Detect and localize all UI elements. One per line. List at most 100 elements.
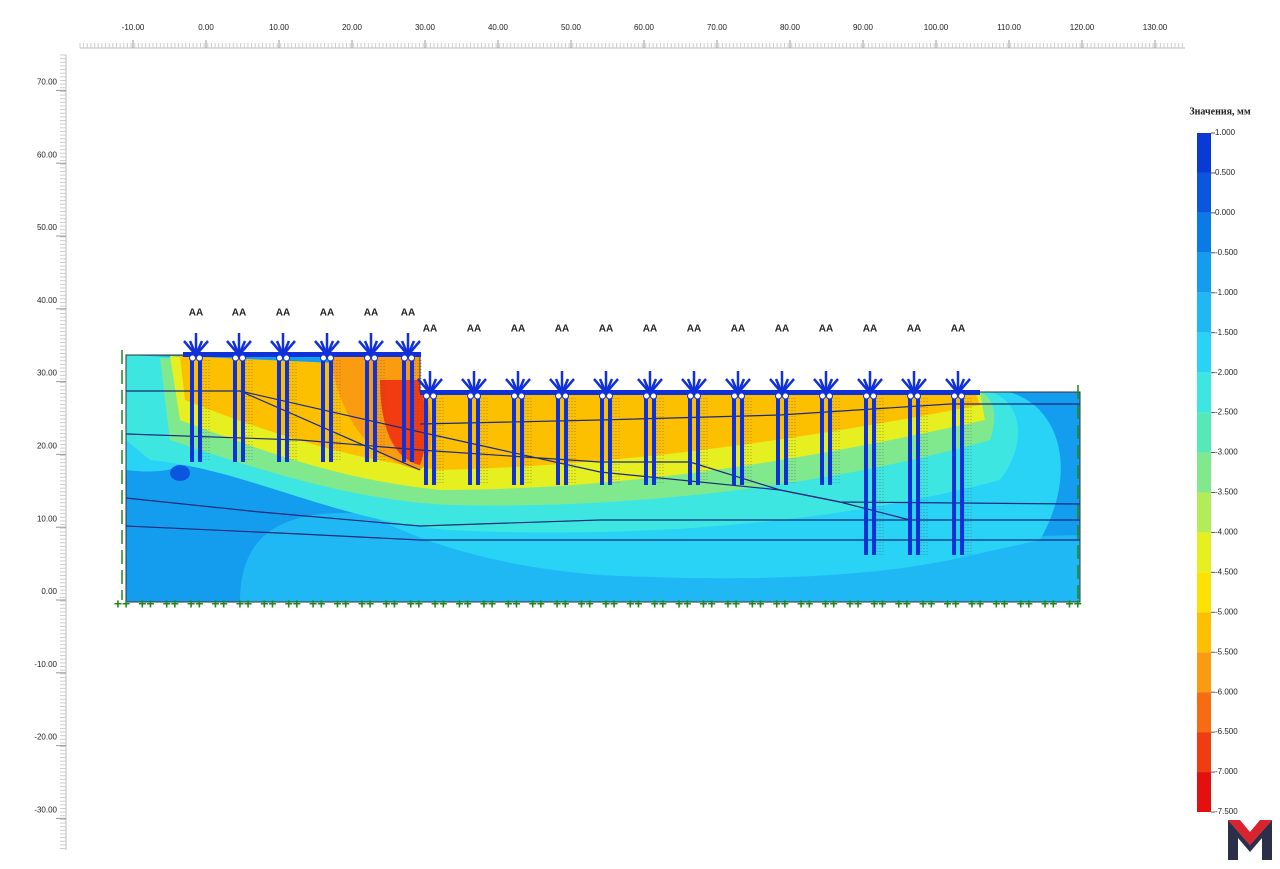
legend-label: 1.000 [1215,128,1236,137]
hinge [239,354,246,362]
x-tick-label: 100.00 [924,23,949,32]
legend-band [1197,172,1211,213]
support-mark: ++ [187,596,203,612]
x-tick-label: 120.00 [1070,23,1095,32]
support-mark: ++ [1065,596,1081,612]
logo [1228,820,1272,860]
support-mark: ++ [529,596,545,612]
hinge [371,354,378,362]
support-mark: ++ [163,596,179,612]
anchor-label: AA [643,324,657,335]
support-mark: ++ [797,596,813,612]
hinge [819,392,826,400]
anchor-rod [598,378,608,394]
hinge [401,354,408,362]
anchor-label: AA [687,324,701,335]
support-mark: ++ [870,596,886,612]
legend-band [1197,652,1211,693]
legend-label: -3.000 [1215,448,1238,457]
anchor-label: AA [819,324,833,335]
support-mark: ++ [333,596,349,612]
anchor-rod [275,340,285,356]
support-mark: ++ [821,596,837,612]
anchor-rod [686,378,696,394]
hinge [555,392,562,400]
legend-label: -1.000 [1215,288,1238,297]
support-mark: ++ [626,596,642,612]
x-tick-label: 20.00 [342,23,363,32]
anchor-rod [693,378,707,394]
hinge [423,392,430,400]
legend-label: -2.500 [1215,408,1238,417]
legend-band [1197,133,1211,173]
hinge [870,392,877,400]
support-mark: ++ [943,596,959,612]
support-mark: ++ [1017,596,1033,612]
y-tick-label: 50.00 [37,223,58,232]
support-mark: ++ [358,596,374,612]
y-tick-label: -20.00 [34,733,57,742]
anchor-label: AA [599,324,613,335]
hinge [511,392,518,400]
support-mark: ++ [602,596,618,612]
anchor-rod [517,378,531,394]
anchor-rod [605,378,619,394]
plate [420,390,980,395]
legend-band [1197,332,1211,373]
anchor-rod [407,340,421,356]
y-tick-label: 0.00 [41,587,57,596]
support-mark: ++ [1041,596,1057,612]
x-tick-label: 30.00 [415,23,436,32]
piles: AA AA AA AA AA AA AA AA AA AA AA AA AA AA AA AA AA AA AA [183,308,980,555]
y-tick-label: 20.00 [37,442,58,451]
anchor-rod [642,378,652,394]
legend-label: -1.500 [1215,328,1238,337]
anchor-label: AA [232,308,246,319]
anchor-rod [869,378,883,394]
hinge [775,392,782,400]
anchor-rod [561,378,575,394]
support-mark: ++ [699,596,715,612]
anchor-label: AA [467,324,481,335]
support-mark: ++ [382,596,398,612]
legend-band [1197,252,1211,293]
ui: -10.00 0.00 10.00 20.00 30.00 40.00 50.00 60.00… [34,23,1238,850]
x-tick-label: 50.00 [561,23,582,32]
anchor-label: AA [775,324,789,335]
hinge [643,392,650,400]
legend-label: -2.000 [1215,368,1238,377]
hinge [650,392,657,400]
anchor-rod [231,340,241,356]
anchor-label: AA [907,324,921,335]
support-mark: ++ [285,596,301,612]
y-tick-label: -30.00 [34,806,57,815]
hinge [738,392,745,400]
legend-label: -4.000 [1215,528,1238,537]
anchor-label: AA [863,324,877,335]
x-tick-label: 130.00 [1143,23,1168,32]
legend-band [1197,452,1211,493]
y-tick-label: 60.00 [37,150,58,159]
support-mark: ++ [748,596,764,612]
support-mark: ++ [407,596,423,612]
support-mark: ++ [260,596,276,612]
x-tick-label: 10.00 [269,23,290,32]
anchor-rod [400,340,410,356]
support-mark: ++ [846,596,862,612]
support-mark: ++ [504,596,520,612]
hinge [782,392,789,400]
hinge [276,354,283,362]
hinge [958,392,965,400]
support-mark: ++ [138,596,154,612]
anchor-label: AA [555,324,569,335]
anchor-rod [326,340,340,356]
legend-band [1197,532,1211,573]
support-mark: ++ [675,596,691,612]
anchor-rod [282,340,296,356]
anchor-label: AA [731,324,745,335]
support-mark: ++ [577,596,593,612]
anchor-label: AA [401,308,415,319]
legend-band [1197,612,1211,653]
hinge [606,392,613,400]
hinge [196,354,203,362]
